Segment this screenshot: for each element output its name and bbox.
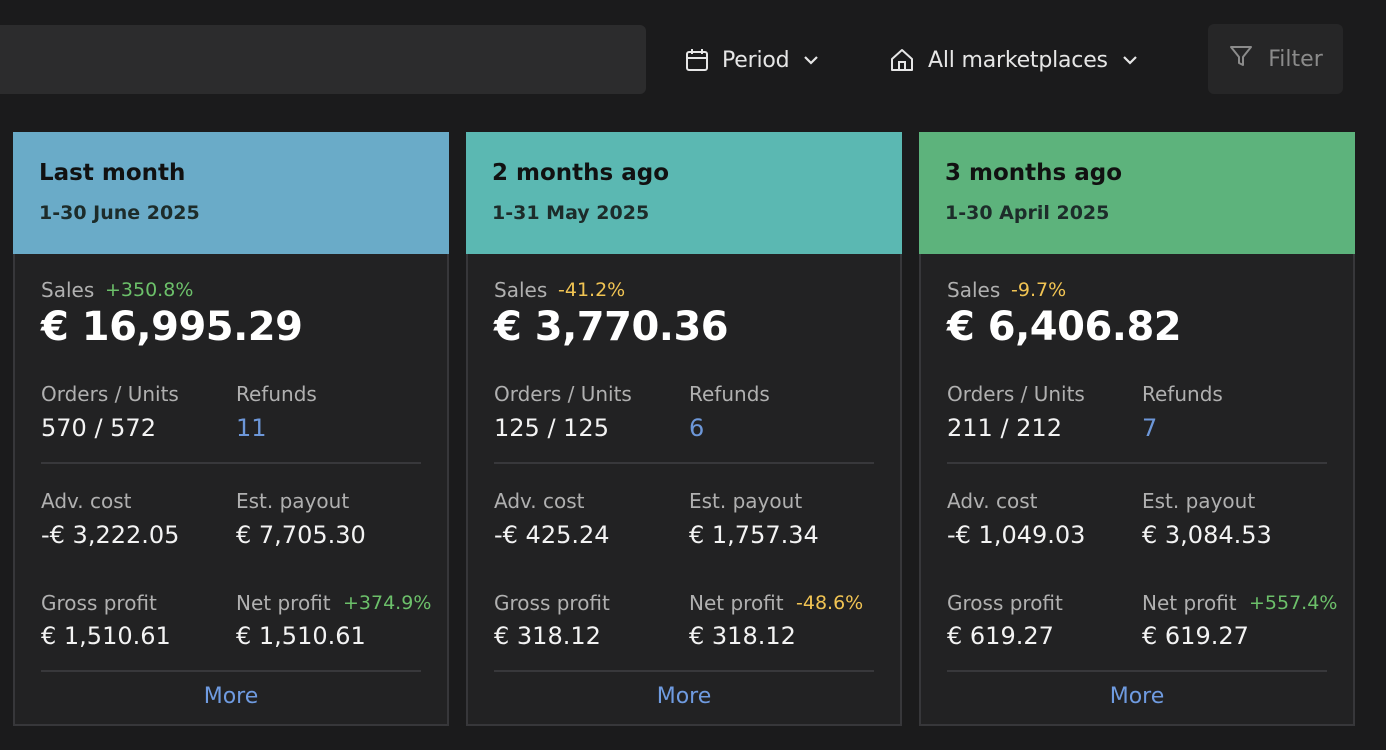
card-title: Last month — [39, 160, 186, 186]
card-title: 3 months ago — [945, 160, 1123, 186]
calendar-icon — [684, 47, 710, 73]
net-profit-value: € 619.27 — [1142, 622, 1249, 650]
orders-units-label: Orders / Units — [947, 382, 1085, 406]
toolbar: Period All marketplaces Filter — [0, 0, 1386, 100]
card-date-range: 1-30 June 2025 — [39, 202, 200, 224]
divider — [947, 462, 1327, 464]
sales-change: -41.2% — [558, 279, 626, 301]
chevron-down-icon — [1120, 50, 1140, 70]
more-link[interactable]: More — [656, 684, 712, 709]
more-link[interactable]: More — [203, 684, 259, 709]
refunds-label: Refunds — [236, 382, 317, 406]
net-profit-label: Net profit — [236, 591, 331, 615]
divider — [41, 462, 421, 464]
period-card-2-months-ago: 2 months ago 1-31 May 2025 Sales -41.2% … — [466, 132, 902, 726]
sales-value: € 6,406.82 — [947, 304, 1182, 350]
gross-profit-label: Gross profit — [41, 591, 157, 615]
gross-profit-value: € 619.27 — [947, 622, 1054, 650]
filter-icon — [1228, 43, 1254, 75]
adv-cost-label: Adv. cost — [494, 489, 585, 513]
card-header: Last month 1-30 June 2025 — [13, 132, 449, 254]
divider — [41, 670, 421, 672]
est-payout-label: Est. payout — [236, 489, 350, 513]
orders-units-value: 211 / 212 — [947, 414, 1062, 442]
adv-cost-value: -€ 425.24 — [494, 521, 610, 549]
gross-profit-label: Gross profit — [947, 591, 1063, 615]
orders-units-label: Orders / Units — [494, 382, 632, 406]
period-dropdown[interactable]: Period — [684, 38, 821, 82]
chevron-down-icon — [801, 50, 821, 70]
filter-label: Filter — [1268, 46, 1323, 72]
sales-change: +350.8% — [105, 279, 194, 301]
net-profit-value: € 1,510.61 — [236, 622, 366, 650]
period-card-3-months-ago: 3 months ago 1-30 April 2025 Sales -9.7%… — [919, 132, 1355, 726]
est-payout-label: Est. payout — [1142, 489, 1256, 513]
sales-label: Sales — [41, 278, 95, 302]
net-profit-label: Net profit — [1142, 591, 1237, 615]
sales-value: € 3,770.36 — [494, 304, 729, 350]
filter-button[interactable]: Filter — [1208, 24, 1343, 94]
card-title: 2 months ago — [492, 160, 670, 186]
net-profit-change: +557.4% — [1249, 592, 1338, 614]
card-header: 2 months ago 1-31 May 2025 — [466, 132, 902, 254]
gross-profit-label: Gross profit — [494, 591, 610, 615]
gross-profit-value: € 318.12 — [494, 622, 601, 650]
orders-units-value: 125 / 125 — [494, 414, 609, 442]
gross-profit-value: € 1,510.61 — [41, 622, 171, 650]
adv-cost-value: -€ 3,222.05 — [41, 521, 180, 549]
sales-value: € 16,995.29 — [41, 304, 303, 350]
period-label: Period — [722, 47, 790, 73]
net-profit-label: Net profit — [689, 591, 784, 615]
adv-cost-value: -€ 1,049.03 — [947, 521, 1086, 549]
refunds-value[interactable]: 7 — [1142, 414, 1158, 442]
sales-label: Sales — [947, 278, 1001, 302]
est-payout-value: € 1,757.34 — [689, 521, 819, 549]
net-profit-change: -48.6% — [796, 592, 864, 614]
est-payout-value: € 3,084.53 — [1142, 521, 1272, 549]
refunds-value[interactable]: 6 — [689, 414, 705, 442]
adv-cost-label: Adv. cost — [947, 489, 1038, 513]
divider — [947, 670, 1327, 672]
store-icon — [888, 46, 916, 74]
adv-cost-label: Adv. cost — [41, 489, 132, 513]
divider — [494, 670, 874, 672]
est-payout-value: € 7,705.30 — [236, 521, 366, 549]
sales-label: Sales — [494, 278, 548, 302]
more-link[interactable]: More — [1109, 684, 1165, 709]
net-profit-change: +374.9% — [343, 592, 432, 614]
marketplace-label: All marketplaces — [928, 47, 1108, 73]
marketplace-dropdown[interactable]: All marketplaces — [888, 38, 1140, 82]
orders-units-label: Orders / Units — [41, 382, 179, 406]
refunds-label: Refunds — [1142, 382, 1223, 406]
search-input[interactable] — [0, 25, 646, 94]
orders-units-value: 570 / 572 — [41, 414, 156, 442]
net-profit-value: € 318.12 — [689, 622, 796, 650]
est-payout-label: Est. payout — [689, 489, 803, 513]
card-header: 3 months ago 1-30 April 2025 — [919, 132, 1355, 254]
divider — [494, 462, 874, 464]
refunds-value[interactable]: 11 — [236, 414, 267, 442]
card-date-range: 1-31 May 2025 — [492, 202, 650, 224]
refunds-label: Refunds — [689, 382, 770, 406]
card-date-range: 1-30 April 2025 — [945, 202, 1110, 224]
period-card-last-month: Last month 1-30 June 2025 Sales +350.8% … — [13, 132, 449, 726]
sales-change: -9.7% — [1011, 279, 1067, 301]
